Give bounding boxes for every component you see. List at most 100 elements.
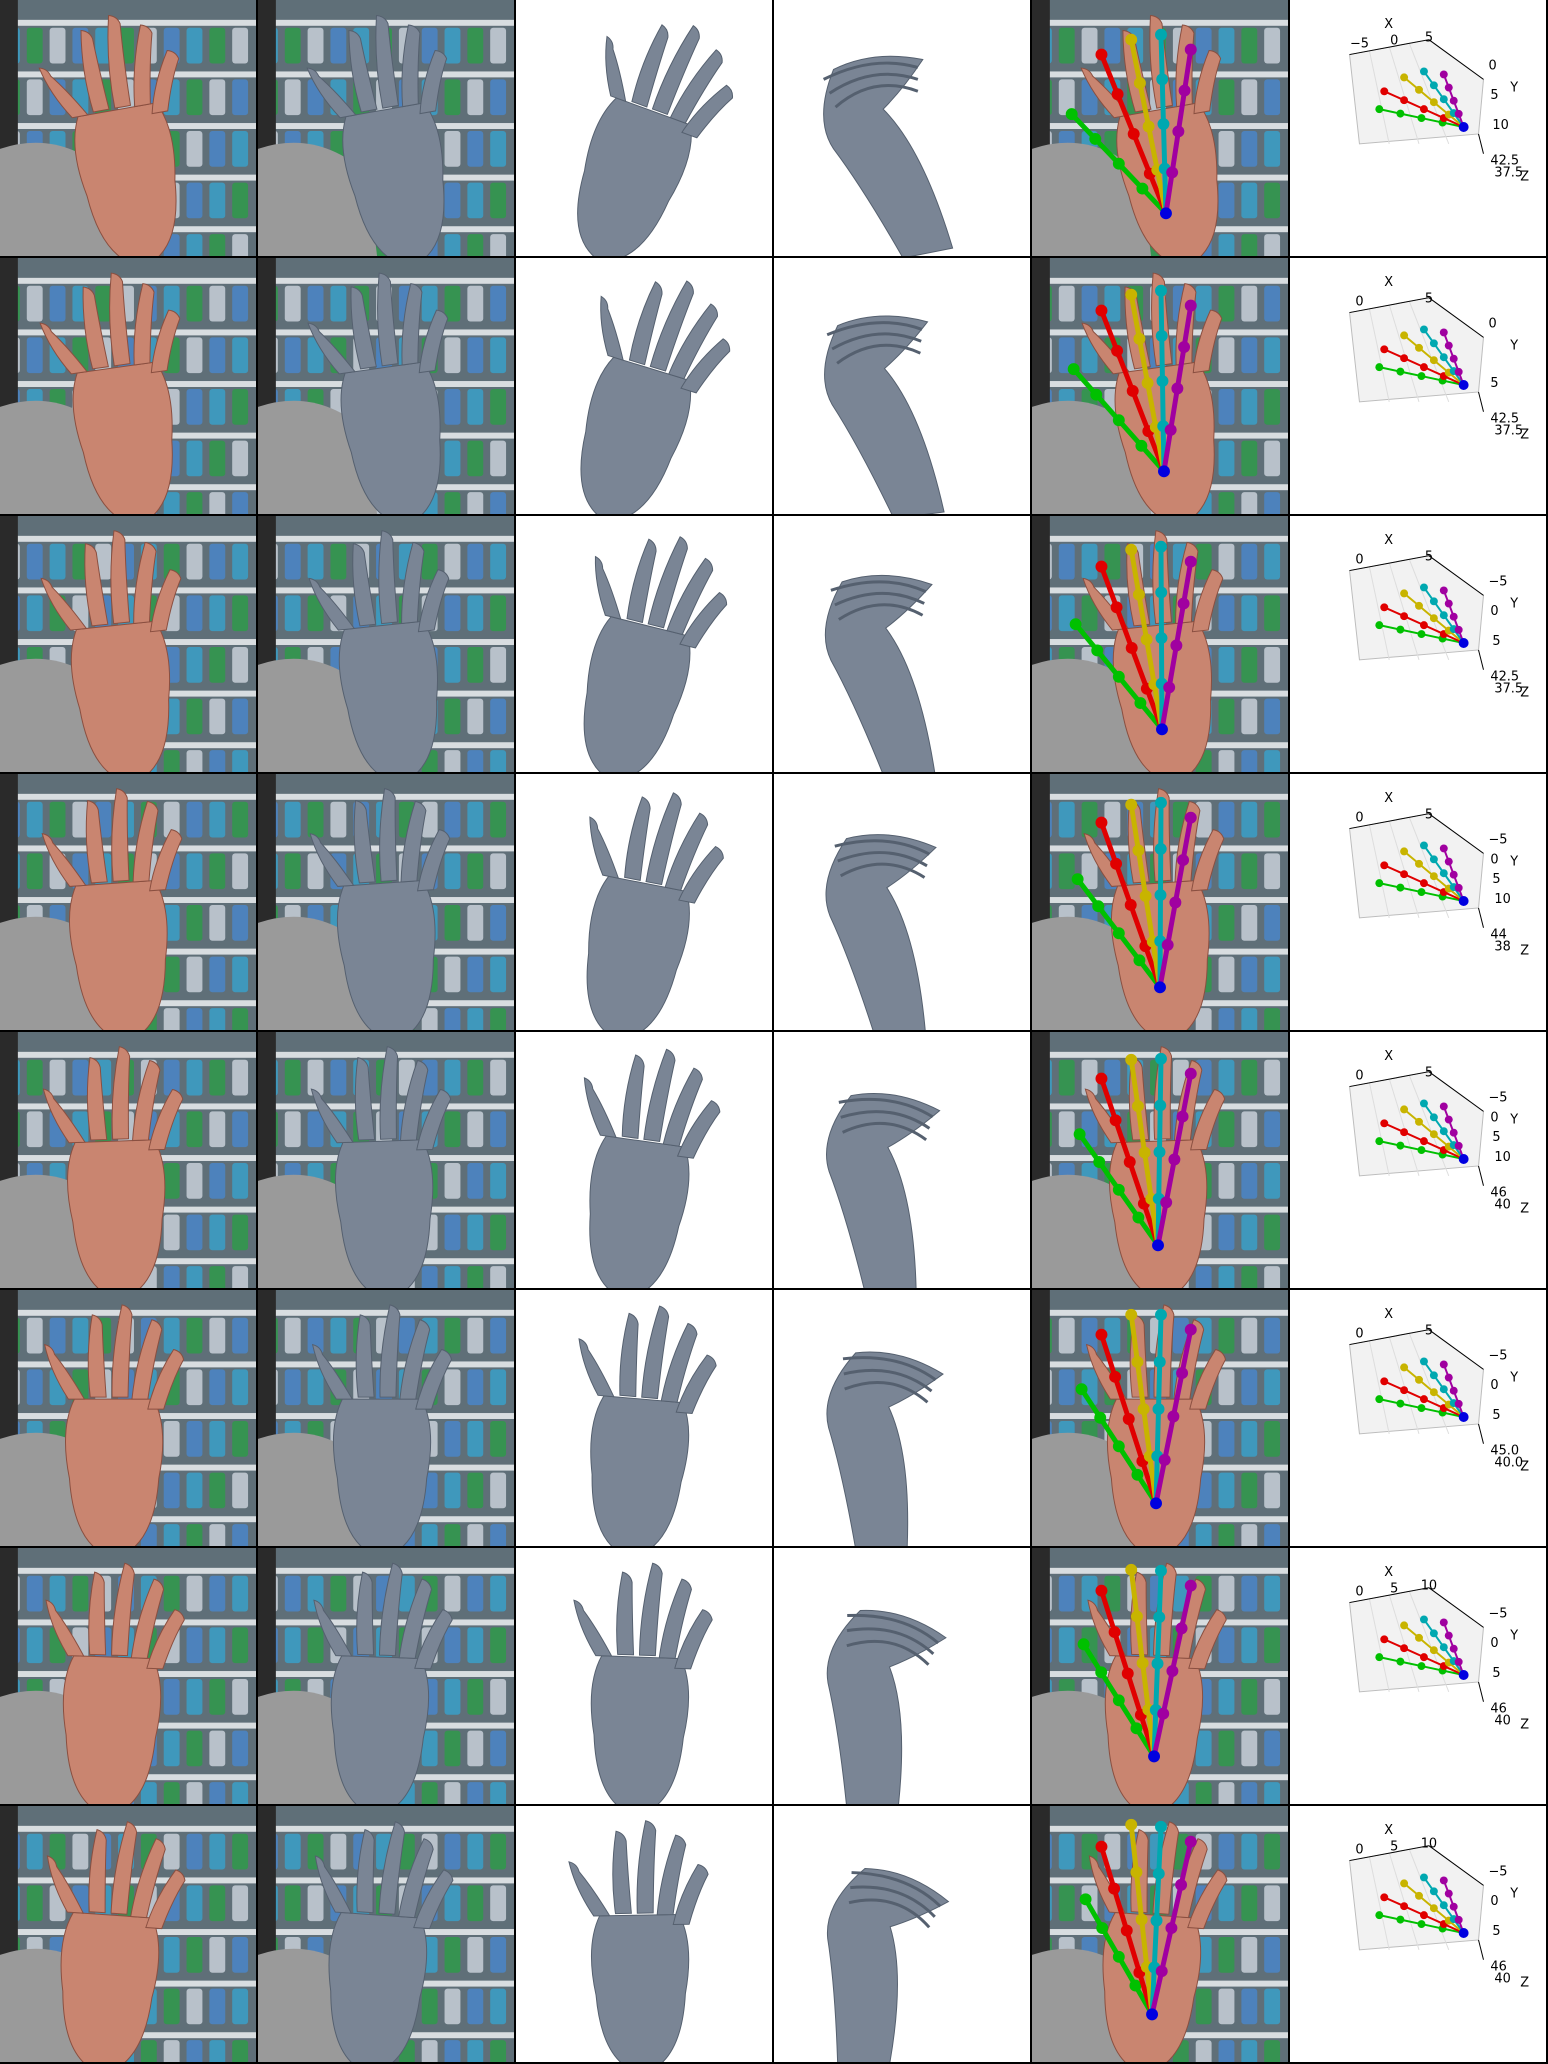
can <box>163 1008 180 1030</box>
can <box>232 1214 249 1251</box>
y-tick-label: 0 <box>1490 1378 1498 1393</box>
can <box>95 27 112 64</box>
can <box>186 904 203 941</box>
x-tick-label: 10 <box>1421 1837 1437 1852</box>
hand-mesh-front <box>578 1305 717 1546</box>
can <box>467 2040 484 2062</box>
y-tick-label: 0 <box>1490 604 1498 619</box>
hand-mesh-overlay <box>308 530 450 772</box>
can <box>284 595 301 632</box>
can <box>444 1730 461 1767</box>
can <box>490 2040 507 2062</box>
can <box>1241 1627 1258 1664</box>
shelf <box>0 329 256 336</box>
can <box>232 1575 249 1612</box>
can <box>421 1008 438 1030</box>
can <box>1218 1059 1235 1096</box>
can <box>1058 285 1075 322</box>
shelf <box>0 587 256 594</box>
can <box>1081 801 1098 838</box>
can <box>490 1472 507 1509</box>
can <box>232 2040 249 2062</box>
can <box>444 904 461 941</box>
can <box>186 1472 203 1509</box>
can <box>49 801 66 838</box>
can <box>186 853 203 890</box>
can <box>444 1369 461 1406</box>
keypoint-ring-finger <box>1154 796 1167 988</box>
can <box>490 698 507 735</box>
x-axis-label: X <box>1384 1823 1393 1838</box>
keypoint-middle-finger <box>1125 1563 1157 1757</box>
z-tick-label: 40 <box>1494 1198 1510 1213</box>
can <box>1241 1575 1258 1612</box>
keypoint-ring-finger <box>1155 540 1168 730</box>
can <box>26 1111 43 1148</box>
can <box>186 1111 203 1148</box>
shelf <box>0 277 256 284</box>
keypoint-thumb-finger <box>1075 1383 1159 1505</box>
cell-r6-mesh-overlay <box>258 1290 516 1548</box>
y-tick-label: 10 <box>1494 1150 1510 1165</box>
can <box>467 1162 484 1199</box>
can <box>163 750 180 772</box>
y-axis-line <box>1428 1071 1484 1112</box>
can <box>232 750 249 772</box>
can <box>186 1420 203 1457</box>
can <box>444 1524 461 1546</box>
can <box>444 646 461 683</box>
plot-wrist-point <box>1458 122 1469 132</box>
hand-photo <box>43 1304 185 1546</box>
can <box>467 1885 484 1922</box>
keypoint-thumb-finger <box>1065 108 1168 216</box>
cell-r1-keypoint-3d-plot: X Y Z −5 0 5 0 5 10 42.5 37.5 <box>1290 0 1548 258</box>
can <box>209 1988 226 2025</box>
can <box>490 182 507 219</box>
can <box>490 1111 507 1148</box>
can <box>163 1988 180 2025</box>
plot-wrist-point <box>1458 1928 1469 1938</box>
can <box>467 698 484 735</box>
can <box>1241 1214 1258 1251</box>
can <box>490 1988 507 2025</box>
can <box>1104 801 1121 838</box>
can <box>232 79 249 116</box>
can <box>209 27 226 64</box>
x-axis-line <box>1349 555 1430 572</box>
x-axis-label: X <box>1384 17 1393 32</box>
can <box>444 801 461 838</box>
can <box>1195 1782 1212 1804</box>
can <box>232 1730 249 1767</box>
z-tick-label: 40.0 <box>1494 1456 1523 1471</box>
can <box>444 1214 461 1251</box>
can <box>467 1988 484 2025</box>
can <box>1264 1162 1281 1199</box>
can <box>1058 1833 1075 1870</box>
can <box>186 1627 203 1664</box>
keypoint-middle-finger <box>1125 33 1169 214</box>
can <box>49 1317 66 1354</box>
y-tick-label: 5 <box>1490 88 1498 103</box>
keypoint-wrist <box>1148 1750 1160 1763</box>
plot-wrist-point <box>1458 1670 1469 1680</box>
can <box>232 388 249 425</box>
can <box>186 492 203 514</box>
can <box>444 1162 461 1199</box>
can <box>186 1059 203 1096</box>
y-tick-label: 0 <box>1488 58 1496 73</box>
can <box>232 956 249 993</box>
can <box>163 1214 180 1251</box>
can <box>163 543 180 580</box>
can <box>232 853 249 890</box>
can <box>232 1782 249 1804</box>
x-axis-label: X <box>1384 791 1393 806</box>
can <box>1218 1420 1235 1457</box>
can <box>421 1524 438 1546</box>
can <box>1218 1266 1235 1288</box>
can <box>1218 182 1235 219</box>
can <box>209 1214 226 1251</box>
cell-r8-keypoint-overlay <box>1032 1806 1290 2064</box>
can <box>1264 1317 1281 1354</box>
cell-r1-photo <box>0 0 258 258</box>
